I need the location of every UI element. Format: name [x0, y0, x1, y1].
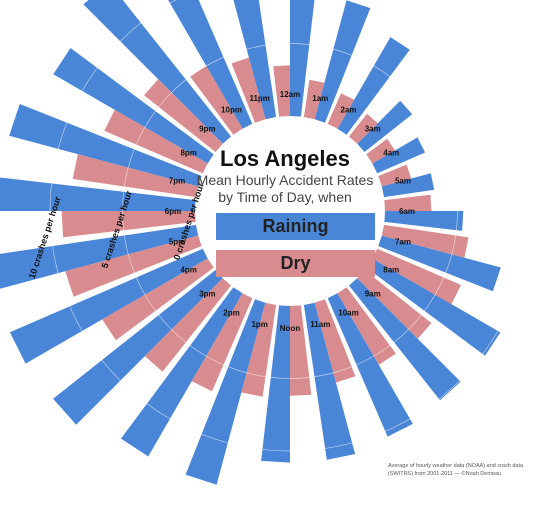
bar-dry-6pm [61, 211, 196, 238]
bar-dry-6am [384, 194, 432, 211]
hour-label-1am: 1am [312, 94, 328, 103]
hour-label-4pm: 4pm [180, 266, 196, 275]
hour-label-10am: 10am [338, 308, 358, 317]
hour-label-7am: 7am [395, 237, 411, 246]
scale-ring-10 [49, 0, 531, 452]
bar-raining-5am [381, 173, 435, 198]
hour-label-noon: Noon [280, 324, 301, 333]
bar-raining-4am [372, 137, 426, 174]
hour-label-5pm: 5pm [169, 237, 185, 246]
hour-label-9am: 9am [365, 290, 381, 299]
bar-dry-10pm [190, 65, 243, 135]
bar-raining-9pm [83, 0, 231, 144]
bar-dry-3am [349, 113, 378, 144]
hour-labels-layer: 12am 1am 2am 3am 4am 5am 6am 7am 8am 9am 10am 11am N… [165, 90, 415, 333]
bar-raining-8pm [53, 48, 214, 164]
chart-subtitle: Mean Hourly Accident Rates by Time of Da… [185, 172, 385, 206]
bar-dry-12am [273, 65, 290, 117]
bar-dry-1pm [241, 302, 277, 397]
bar-raining-12am [290, 0, 315, 117]
hour-label-6am: 6am [399, 207, 415, 216]
bar-dry-7am [381, 224, 469, 258]
bar-dry-11pm [231, 57, 266, 123]
bar-raining-10pm [168, 0, 253, 129]
bar-raining-2am [337, 37, 410, 135]
bar-raining-9am [349, 278, 461, 401]
bar-raining-1pm [185, 299, 266, 485]
bar-dry-5am [378, 164, 412, 187]
hour-label-8pm: 8pm [180, 149, 196, 158]
bar-raining-8am [366, 258, 501, 356]
bar-dry-11am [314, 299, 356, 383]
bar-dry-9am [357, 270, 432, 339]
bar-raining-noon [261, 305, 290, 463]
hour-label-11pm: 11pm [249, 94, 269, 103]
bar-raining-4pm [9, 248, 208, 364]
bar-dry-9pm [144, 79, 223, 152]
bar-dry-2pm [191, 293, 253, 392]
bar-dry-8am [372, 248, 461, 305]
bar-dry-noon [290, 305, 312, 396]
hour-label-3am: 3am [365, 124, 381, 133]
hour-label-2pm: 2pm [223, 308, 239, 317]
bar-dry-8pm [104, 109, 208, 174]
bar-dry-2am [327, 93, 355, 129]
hour-label-2am: 2am [340, 106, 356, 115]
bar-raining-7am [378, 235, 501, 292]
hour-label-3pm: 3pm [199, 290, 215, 299]
bar-raining-1am [314, 0, 371, 123]
hour-label-10pm: 10pm [221, 106, 242, 115]
hour-label-9pm: 9pm [199, 124, 215, 133]
bar-raining-3am [357, 100, 413, 152]
hour-label-6pm: 6pm [165, 207, 181, 216]
hour-label-4am: 4am [383, 149, 399, 158]
legend-raining: Raining [216, 213, 375, 240]
bar-raining-6am [384, 211, 464, 231]
hour-label-5am: 5am [395, 177, 411, 186]
bar-dry-1am [303, 79, 325, 120]
bar-raining-5pm [0, 224, 199, 289]
bar-raining-10am [327, 293, 413, 437]
hour-label-11am: 11am [310, 320, 330, 329]
bar-raining-11am [303, 302, 356, 460]
bar-raining-11pm [233, 0, 277, 120]
hour-label-8am: 8am [383, 266, 399, 275]
hour-label-1pm: 1pm [251, 320, 267, 329]
bars-layer [0, 0, 531, 485]
subtitle-line-2: by Time of Day, when [218, 189, 352, 205]
bar-raining-2pm [121, 287, 243, 457]
bar-raining-6pm [0, 177, 196, 211]
hour-label-12am: 12am [280, 90, 300, 99]
bar-raining-7pm [9, 104, 202, 187]
bar-dry-10am [337, 287, 396, 365]
bar-dry-3pm [144, 278, 231, 372]
chart-title: Los Angeles [220, 146, 350, 171]
source-note: Average of hourly weather data (NOAA) an… [388, 463, 524, 477]
bar-dry-7pm [72, 154, 199, 198]
bar-dry-4pm [102, 258, 214, 341]
scale-ring-5 [122, 43, 458, 379]
hour-label-7pm: 7pm [169, 177, 185, 186]
bar-dry-4am [366, 138, 395, 164]
subtitle-line-1: Mean Hourly Accident Rates [196, 172, 374, 188]
legend-dry: Dry [216, 250, 375, 277]
bar-dry-5pm [65, 235, 202, 297]
bar-raining-3pm [53, 270, 223, 425]
